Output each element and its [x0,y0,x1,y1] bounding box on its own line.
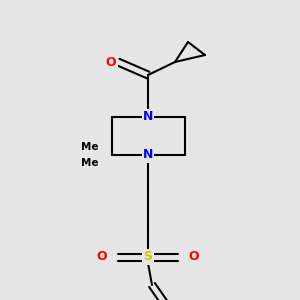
Text: N: N [143,110,153,124]
Text: O: O [106,56,116,68]
Text: O: O [97,250,107,263]
Text: Me: Me [81,142,99,152]
Text: Me: Me [81,158,99,168]
Text: S: S [143,250,152,263]
Text: O: O [189,250,199,263]
Text: N: N [143,148,153,161]
